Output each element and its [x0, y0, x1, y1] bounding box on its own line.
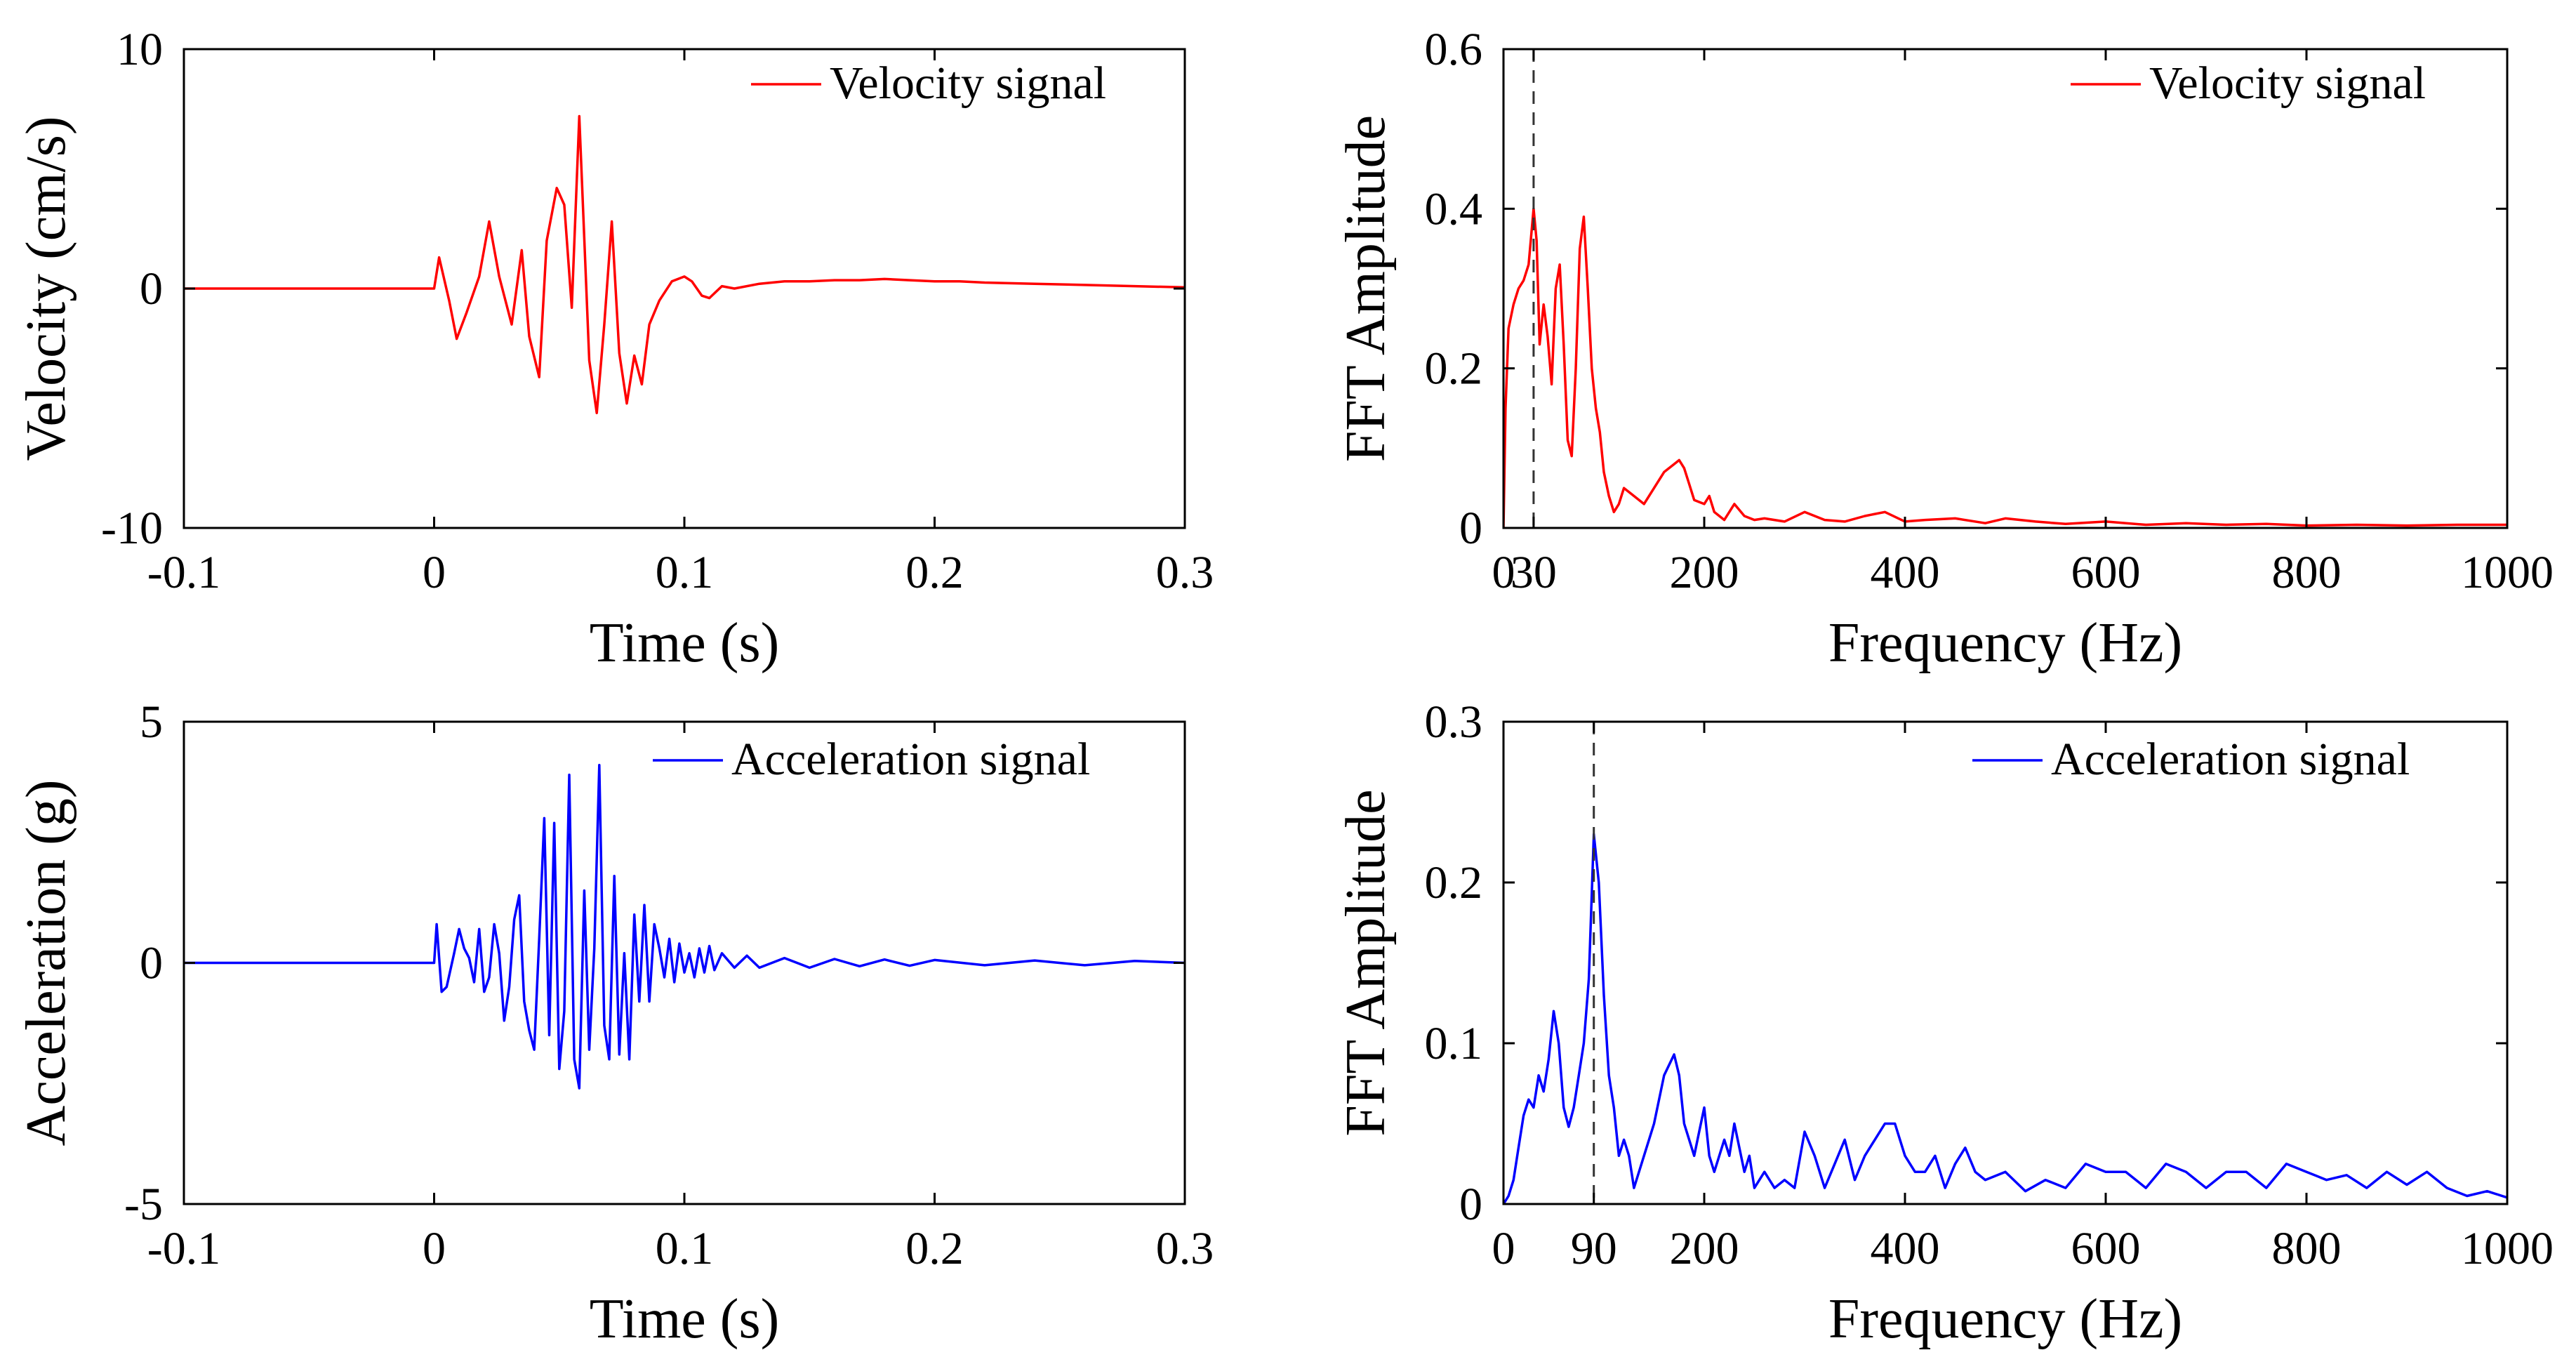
- x-tick-label: 600: [2071, 1223, 2141, 1274]
- series-line-vel-0: [184, 114, 1185, 415]
- x-tick-label: 200: [1670, 547, 1739, 598]
- y-tick-label: 0: [1459, 503, 1482, 554]
- x-tick-label: 800: [2272, 547, 2342, 598]
- x-tick-label: 0.2: [905, 1223, 964, 1274]
- y-axis-label: FFT Amplitude: [1335, 115, 1397, 462]
- series-line-afft-0: [1503, 833, 2507, 1204]
- chart-acc: -0.1 0 0.1 0.2 0.3 -5 0 5 Time (s) Acceleration (…: [15, 696, 1214, 1350]
- y-axis-label: Acceleration (g): [15, 780, 77, 1146]
- y-tick-label: 0.3: [1425, 696, 1483, 748]
- x-tick-label: 1000: [2461, 547, 2554, 598]
- axes-frame-vfft: [1502, 48, 2509, 529]
- y-tick-label: -5: [124, 1179, 163, 1230]
- x-tick-label: 0: [1492, 547, 1515, 598]
- x-axis-label: Time (s): [590, 1288, 779, 1350]
- y-tick-label: 0.2: [1425, 857, 1483, 908]
- legend-label: Acceleration signal: [731, 734, 1090, 785]
- x-tick-label: 30: [1511, 547, 1557, 598]
- x-tick-label: -0.1: [147, 1223, 220, 1274]
- y-tick-label: 0.6: [1425, 24, 1483, 75]
- x-tick-label: 400: [1871, 547, 1940, 598]
- x-tick-label: 1000: [2461, 1223, 2554, 1274]
- y-tick-label: 0.4: [1425, 183, 1483, 234]
- y-tick-label: 0: [1459, 1179, 1482, 1230]
- y-tick-label: 0: [140, 938, 163, 989]
- x-tick-label: 0.3: [1156, 1223, 1214, 1274]
- x-tick-label: 0: [423, 1223, 446, 1274]
- legend-label: Velocity signal: [830, 58, 1106, 109]
- y-tick-label: 5: [140, 696, 163, 748]
- x-tick-label: 0: [423, 547, 446, 598]
- x-tick-label: 0: [1492, 1223, 1515, 1274]
- x-tick-label: 0.2: [905, 547, 964, 598]
- x-axis-label: Frequency (Hz): [1828, 1288, 2182, 1350]
- legend-label: Velocity signal: [2149, 58, 2426, 109]
- x-tick-label: 400: [1871, 1223, 1940, 1274]
- series-line-vfft-0: [1503, 207, 2507, 528]
- axes-frame-afft: [1502, 720, 2509, 1205]
- x-tick-label: 0.3: [1156, 547, 1214, 598]
- x-tick-label: 800: [2272, 1223, 2342, 1274]
- chart-afft: 0 90 200 400 600 800 1000 0 0.1 0.2 0.3 Frequency (…: [1335, 696, 2554, 1350]
- x-tick-label: -0.1: [147, 547, 220, 598]
- y-tick-label: 0.1: [1425, 1018, 1483, 1069]
- x-tick-label: 90: [1571, 1223, 1617, 1274]
- series-line-acc-0: [184, 764, 1185, 1090]
- legend-label: Acceleration signal: [2051, 734, 2410, 785]
- y-tick-label: -10: [101, 503, 163, 554]
- x-tick-label: 0.1: [656, 1223, 714, 1274]
- chart-vel: -0.1 0 0.1 0.2 0.3 -10 0 10 Time (s) Velocity (cm…: [15, 24, 1214, 674]
- y-tick-label: 0: [140, 263, 163, 315]
- y-tick-label: 0.2: [1425, 343, 1483, 395]
- y-tick-label: 10: [117, 24, 163, 75]
- x-tick-label: 200: [1670, 1223, 1739, 1274]
- x-axis-label: Frequency (Hz): [1828, 612, 2182, 674]
- y-axis-label: Velocity (cm/s): [15, 117, 77, 461]
- x-tick-label: 0.1: [656, 547, 714, 598]
- x-tick-label: 600: [2071, 547, 2141, 598]
- y-axis-label: FFT Amplitude: [1335, 789, 1397, 1136]
- x-axis-label: Time (s): [590, 612, 779, 674]
